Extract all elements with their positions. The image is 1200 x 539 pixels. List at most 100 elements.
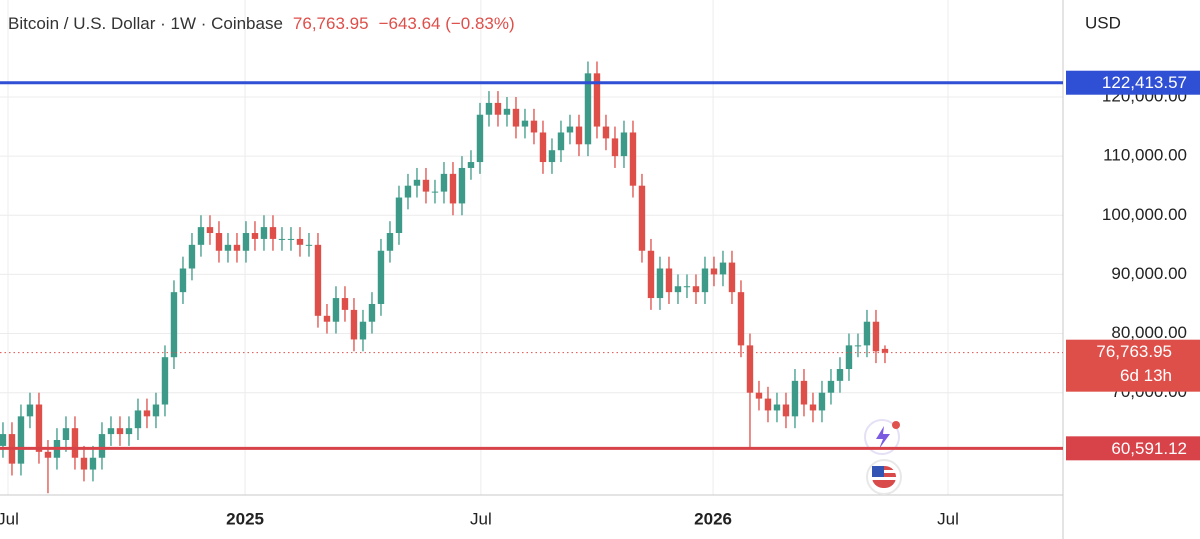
currency: USD — [1085, 13, 1121, 32]
candle-body — [791, 380, 799, 417]
candle-body — [233, 244, 241, 251]
candle-body — [116, 428, 124, 435]
candle-body — [647, 250, 655, 299]
candle-body — [548, 150, 556, 163]
candle-body — [719, 262, 727, 275]
candle-body — [746, 345, 754, 393]
candle-body — [269, 227, 277, 239]
candle-body — [80, 457, 88, 470]
candle-body — [458, 167, 466, 204]
candle-body — [215, 233, 223, 251]
candle-body — [701, 268, 709, 293]
candle-body — [71, 428, 79, 458]
price: 76,763.95 — [293, 14, 369, 33]
candle-body — [332, 298, 340, 322]
candle-body — [800, 380, 808, 405]
candle-body — [818, 392, 826, 411]
candle-body — [872, 321, 880, 352]
candle-body — [494, 102, 502, 115]
candle-body — [557, 132, 565, 151]
y-tick-label: 110,000.00 — [1103, 146, 1187, 165]
candle-body — [764, 398, 772, 411]
candle-body — [314, 244, 322, 316]
candle-body — [413, 179, 421, 186]
candle-body — [404, 185, 412, 198]
header: Bitcoin / U.S. Dollar · 1W · Coinbase 76,… — [8, 14, 515, 33]
candle-body — [683, 286, 691, 288]
candle-body — [881, 348, 889, 353]
candle-body — [107, 428, 115, 435]
candle-body — [188, 244, 196, 269]
candle-body — [503, 108, 511, 115]
candle-body — [620, 132, 628, 157]
candle-body — [251, 233, 259, 239]
candle-body — [449, 173, 457, 204]
candle-body — [170, 292, 178, 358]
candle-body — [35, 404, 43, 452]
candle-body — [467, 162, 475, 168]
candle-body — [197, 227, 205, 245]
x-tick-label: Jul — [0, 509, 19, 528]
candle-body — [143, 410, 151, 417]
candle-body — [638, 185, 646, 251]
y-tick-label: 90,000.00 — [1111, 264, 1187, 283]
last-price-box — [1066, 339, 1200, 392]
candle-body — [125, 428, 133, 435]
level-label: 60,591.12 — [1111, 439, 1187, 458]
y-tick-label: 100,000.00 — [1102, 205, 1187, 224]
candle-body — [260, 227, 268, 239]
candle-body — [692, 286, 700, 293]
candle-body — [710, 268, 718, 275]
candle-body — [593, 73, 601, 127]
candle-body — [395, 197, 403, 234]
x-tick-label: 2026 — [694, 509, 732, 528]
candle-body — [566, 126, 574, 133]
candle-body — [836, 369, 844, 381]
candle-body — [629, 132, 637, 186]
last-price-label: 76,763.95 — [1096, 342, 1172, 361]
countdown: 6d 13h — [1120, 366, 1172, 385]
x-tick-label: Jul — [470, 509, 492, 528]
candle-body — [179, 268, 187, 293]
candle-body — [782, 404, 790, 417]
candle-body — [476, 114, 484, 163]
chart-title: Bitcoin / U.S. Dollar · 1W · Coinbase — [8, 14, 283, 33]
candle-body — [854, 345, 862, 347]
candle-body — [377, 250, 385, 304]
level-label-box — [1066, 436, 1200, 461]
candle-body — [422, 179, 430, 192]
grid — [0, 0, 1063, 495]
candle-body — [530, 120, 538, 133]
candle-body — [161, 357, 169, 405]
level-label-box — [1066, 70, 1200, 95]
candle-body — [323, 315, 331, 322]
candle-body — [602, 126, 610, 139]
candle-body — [242, 233, 250, 251]
candle-body — [656, 268, 664, 299]
candle-body — [305, 244, 313, 246]
candle-body — [431, 191, 439, 193]
x-tick-label: 2025 — [226, 509, 264, 528]
candle-body — [755, 392, 763, 399]
plot — [0, 61, 889, 494]
change: −643.64 (−0.83%) — [379, 14, 515, 33]
candle-body — [575, 126, 583, 145]
candle-body — [17, 416, 25, 464]
candle-body — [0, 434, 7, 446]
candle-body — [584, 73, 592, 145]
candle-body — [368, 303, 376, 322]
candle-body — [827, 380, 835, 393]
candle-body — [44, 451, 52, 458]
candle-body — [287, 238, 295, 240]
y-tick-label: 80,000.00 — [1111, 323, 1187, 342]
candle-body — [539, 132, 547, 163]
candle-body — [863, 321, 871, 346]
candle-body — [62, 428, 70, 440]
candle-body — [485, 102, 493, 115]
candle-body — [773, 404, 781, 411]
candle-body — [206, 227, 214, 234]
candle-body — [224, 244, 232, 251]
candle-body — [98, 434, 106, 458]
candle-body — [674, 286, 682, 293]
